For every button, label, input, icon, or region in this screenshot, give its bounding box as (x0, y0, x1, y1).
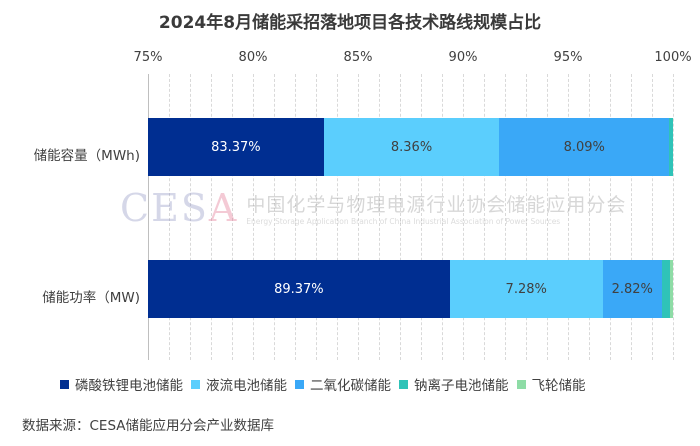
bar-value-label: 2.82% (611, 281, 653, 297)
gridline (400, 74, 401, 360)
legend-item: 飞轮储能 (516, 374, 586, 394)
category-label-capacity: 储能容量（MWh) (33, 148, 140, 164)
gridline (295, 74, 296, 360)
legend-item: 磷酸铁锂电池储能 (60, 374, 183, 394)
gridline (589, 74, 590, 360)
legend-swatch-icon (60, 379, 69, 389)
stacked-bar: 83.37% 8.36% 8.09% (148, 118, 673, 176)
gridline (652, 74, 653, 360)
bar-segment: 8.36% (323, 118, 500, 176)
gridline (673, 74, 674, 360)
legend: 磷酸铁锂电池储能 液流电池储能 二氧化碳储能 钠离子电池储能 飞轮储能 (60, 374, 594, 394)
x-tick-label: 100% (654, 50, 692, 65)
legend-label: 磷酸铁锂电池储能 (75, 378, 183, 394)
legend-swatch-icon (191, 379, 200, 389)
legend-swatch-icon (399, 379, 408, 389)
bar-segment (661, 260, 671, 318)
y-axis-line (148, 74, 149, 360)
bar-segment: 8.09% (499, 118, 670, 176)
gridline (190, 74, 191, 360)
legend-item: 液流电池储能 (191, 374, 287, 394)
gridline (568, 74, 569, 360)
data-source-note: 数据来源：CESA储能应用分会产业数据库 (22, 418, 275, 434)
legend-swatch-icon (516, 379, 526, 389)
legend-swatch-icon (295, 379, 304, 389)
bar-value-label: 7.28% (505, 281, 547, 297)
gridline (211, 74, 212, 360)
x-tick-label: 85% (343, 50, 373, 65)
x-tick-label: 95% (553, 50, 583, 65)
x-tick-label: 90% (448, 50, 478, 65)
gridline (358, 74, 359, 360)
plot-area: 83.37% 8.36% 8.09% 89.37% 7.28% 2.82% (148, 74, 674, 360)
category-label-power: 储能功率（MW) (42, 290, 140, 306)
gridline (379, 74, 380, 360)
bar-value-label: 83.37% (211, 139, 261, 155)
gridline (253, 74, 254, 360)
bar-value-label: 8.36% (390, 139, 433, 155)
bar-value-label: 89.37% (274, 281, 324, 297)
x-tick-label: 75% (133, 50, 163, 65)
legend-label: 二氧化碳储能 (310, 378, 391, 394)
bar-segment (669, 118, 673, 176)
stacked-bar: 89.37% 7.28% 2.82% (148, 260, 673, 318)
gridline (631, 74, 632, 360)
legend-label: 液流电池储能 (206, 378, 287, 394)
gridline (421, 74, 422, 360)
gridline (526, 74, 527, 360)
gridline (505, 74, 506, 360)
bar-value-label: 8.09% (563, 139, 605, 155)
gridline (337, 74, 338, 360)
legend-label: 飞轮储能 (531, 378, 586, 394)
gridline (442, 74, 443, 360)
legend-item: 二氧化碳储能 (295, 374, 391, 394)
gridline (169, 74, 170, 360)
legend-item: 钠离子电池储能 (399, 374, 509, 394)
gridline (316, 74, 317, 360)
gridline (610, 74, 611, 360)
bar-segment (670, 260, 673, 318)
gridline (484, 74, 485, 360)
gridline (547, 74, 548, 360)
chart-title: 2024年8月储能采招落地项目各技术路线规模占比 (158, 13, 542, 33)
bar-segment: 89.37% (148, 260, 450, 318)
gridline (274, 74, 275, 360)
bar-segment: 2.82% (602, 260, 662, 318)
gridline (463, 74, 464, 360)
x-tick-label: 80% (238, 50, 268, 65)
bar-segment: 7.28% (449, 260, 603, 318)
legend-label: 钠离子电池储能 (414, 378, 509, 394)
gridline (232, 74, 233, 360)
bar-segment: 83.37% (148, 118, 324, 176)
